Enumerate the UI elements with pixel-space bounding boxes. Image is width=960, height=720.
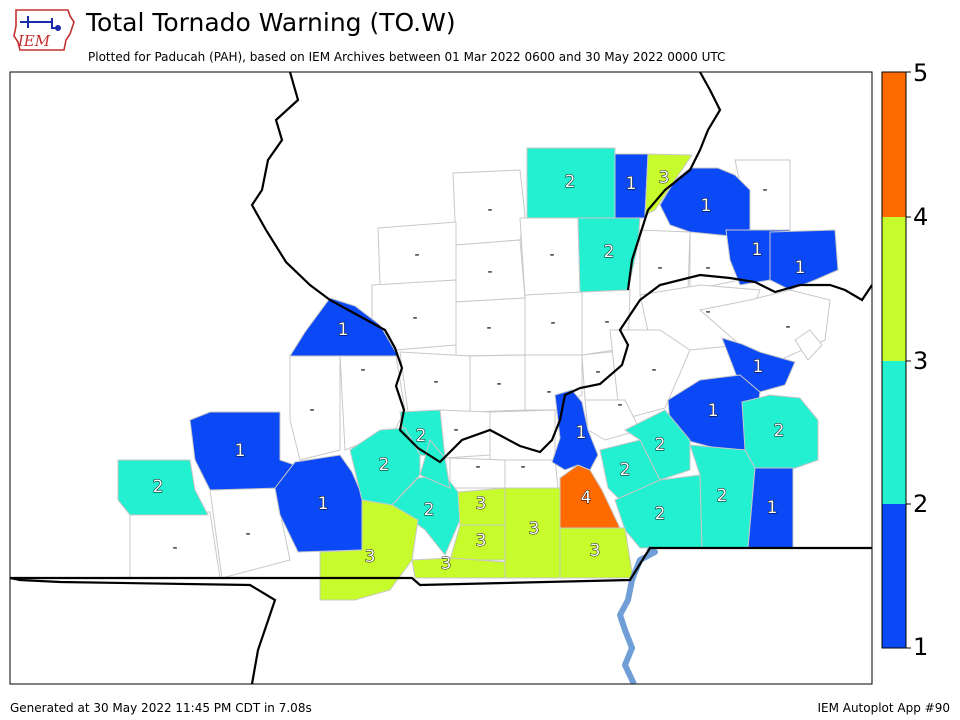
page-title: Total Tornado Warning (TO.W)	[86, 8, 456, 37]
county-label-c21: 2	[655, 504, 666, 524]
no-data-labels: - - - - - - - - - - - - - - - - - - - - …	[172, 182, 790, 556]
svg-text:-: -	[475, 459, 480, 475]
colorbar-label-1: 1	[913, 633, 928, 661]
generated-timestamp: Generated at 30 May 2022 11:45 PM CDT in…	[10, 701, 312, 715]
county-label-c04: 1	[701, 196, 712, 216]
map-frame	[9, 71, 873, 685]
svg-text:-: -	[309, 402, 314, 418]
county-labels: 2 1 3 1 2 1 1 1 1 1 2 2 2 1 1 2 2 4 2 2 …	[152, 168, 806, 575]
county-label-c28: 3	[590, 541, 601, 561]
colorbar-label-5: 5	[913, 59, 928, 87]
county-label-c05: 2	[604, 242, 615, 262]
county-label-c06: 1	[752, 240, 763, 260]
page-subtitle: Plotted for Paducah (PAH), based on IEM …	[88, 50, 726, 64]
county-label-c14: 1	[235, 441, 246, 461]
county-label-c19: 2	[620, 460, 631, 480]
county-label-c25: 3	[476, 494, 487, 514]
svg-text:-: -	[595, 364, 600, 380]
county-c31	[419, 438, 451, 489]
svg-text:-: -	[245, 526, 250, 542]
county-label-c26: 3	[476, 531, 487, 551]
county-label-c15: 1	[318, 494, 329, 514]
colorbar-label-2: 2	[913, 490, 928, 518]
svg-text:-: -	[487, 202, 492, 218]
svg-text:-: -	[172, 540, 177, 556]
county-label-c23: 2	[717, 486, 728, 506]
svg-text:-: -	[705, 260, 710, 276]
svg-text:-: -	[604, 314, 609, 330]
county-label-c18: 4	[581, 488, 592, 508]
svg-text:-: -	[651, 362, 656, 378]
svg-text:-: -	[617, 397, 622, 413]
svg-text:-: -	[546, 384, 551, 400]
logo-text: IEM	[17, 32, 51, 50]
state-boundaries	[10, 72, 872, 684]
river	[617, 545, 658, 684]
svg-text:-: -	[487, 264, 492, 280]
svg-text:-: -	[360, 362, 365, 378]
county-label-c13: 2	[153, 477, 164, 497]
county-label-c30: 1	[767, 498, 778, 518]
county-label-c16: 2	[379, 455, 390, 475]
svg-text:-: -	[412, 310, 417, 326]
map-body: 2 1 3 1 2 1 1 1 1 1 2 2 2 1 1 2 2 4 2 2 …	[10, 72, 872, 684]
app-credit: IEM Autoplot App #90	[817, 701, 950, 715]
county-label-c22: 1	[576, 423, 587, 443]
colorbar-bin-3	[882, 217, 906, 361]
county-label-c29: 3	[441, 554, 452, 574]
county-label-c03: 3	[659, 168, 670, 188]
svg-text:-: -	[496, 376, 501, 392]
county-label-c07: 1	[795, 258, 806, 278]
colorbar-label-4: 4	[913, 203, 928, 231]
svg-text:-: -	[414, 247, 419, 263]
iem-logo: IEM	[12, 6, 76, 58]
county-label-c02: 1	[626, 174, 637, 194]
county-c13	[117, 459, 209, 516]
colorbar-label-3: 3	[913, 347, 928, 375]
county-label-c10: 1	[708, 401, 719, 421]
county-label-c11: 2	[774, 421, 785, 441]
colorbar-bin-4	[882, 72, 906, 217]
svg-text:-: -	[705, 304, 710, 320]
colorbar-bin-1	[882, 504, 906, 648]
county-label-c01: 2	[565, 172, 576, 192]
svg-text:-: -	[520, 459, 525, 475]
county-label-c27: 3	[529, 519, 540, 539]
county-c32	[794, 329, 823, 361]
svg-text:-: -	[762, 182, 767, 198]
county-label-c24: 3	[365, 547, 376, 567]
svg-text:-: -	[486, 320, 491, 336]
county-c24	[319, 499, 419, 601]
colorbar-bin-2	[882, 361, 906, 504]
county-label-c08: 1	[338, 320, 349, 340]
county-c05	[577, 217, 641, 293]
svg-text:-: -	[550, 315, 555, 331]
county-c22	[551, 389, 599, 471]
svg-text:-: -	[453, 422, 458, 438]
county-label-c20: 2	[655, 435, 666, 455]
county-label-c09: 1	[753, 357, 764, 377]
county-label-c17: 2	[424, 500, 435, 520]
svg-text:-: -	[785, 319, 790, 335]
county-c20	[624, 409, 691, 481]
county-c29	[411, 557, 506, 579]
county-c07	[769, 229, 839, 291]
county-label-c12: 2	[416, 426, 427, 446]
colorbar: 5 4 3 2 1	[881, 59, 928, 661]
svg-text:-: -	[433, 374, 438, 390]
svg-text:-: -	[549, 247, 554, 263]
svg-text:-: -	[657, 260, 662, 276]
